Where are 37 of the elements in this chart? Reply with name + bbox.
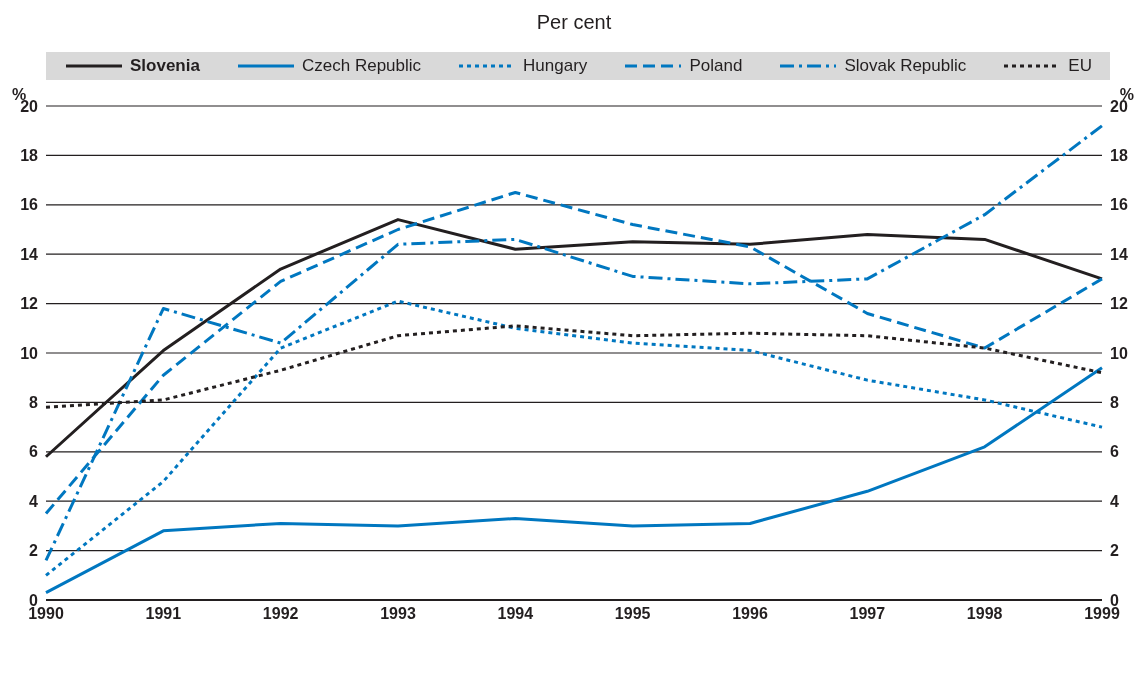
y-tick-label: 18 bbox=[20, 147, 39, 165]
y-tick-label: 4 bbox=[29, 492, 39, 510]
y2-tick-label: 2 bbox=[1110, 542, 1119, 560]
legend-label: Slovenia bbox=[130, 56, 200, 76]
y-tick-label: 16 bbox=[20, 196, 39, 214]
y2-tick-label: 18 bbox=[1110, 147, 1128, 165]
y2-tick-label: 6 bbox=[1110, 443, 1119, 461]
y-tick-label: 2 bbox=[29, 542, 39, 560]
legend-label: Hungary bbox=[523, 56, 588, 76]
x-tick-label: 1999 bbox=[1084, 605, 1120, 623]
line-series bbox=[44, 218, 1104, 459]
x-tick-label: 1993 bbox=[380, 605, 416, 623]
legend-label: Slovak Republic bbox=[844, 56, 967, 76]
x-tick-label: 1992 bbox=[262, 605, 299, 623]
legend-label: Czech Republic bbox=[301, 56, 422, 76]
y2-tick-label: 14 bbox=[1110, 245, 1128, 263]
x-tick-label: 1998 bbox=[966, 605, 1003, 623]
x-tick-label: 1994 bbox=[497, 605, 534, 623]
y2-tick-label: 16 bbox=[1110, 196, 1128, 214]
y-tick-label: 12 bbox=[20, 295, 39, 313]
y-tick-label: 8 bbox=[29, 394, 39, 412]
x-tick-label: 1997 bbox=[849, 605, 886, 623]
y-tick-label: 10 bbox=[20, 344, 39, 362]
y2-tick-label: 12 bbox=[1110, 295, 1128, 313]
y2-tick-label: 8 bbox=[1110, 394, 1119, 412]
legend-label: EU bbox=[1068, 56, 1092, 76]
y2-tick-label: 4 bbox=[1110, 492, 1119, 510]
line-series bbox=[44, 124, 1104, 562]
x-tick-label: 1996 bbox=[732, 605, 768, 623]
x-tick-label: 1995 bbox=[614, 605, 651, 623]
chart-subtitle: Per cent bbox=[535, 10, 613, 35]
legend-label: Poland bbox=[689, 56, 743, 76]
y2-tick-label: 10 bbox=[1110, 344, 1128, 362]
x-tick-label: 1991 bbox=[145, 605, 182, 623]
x-tick-label: 1990 bbox=[28, 605, 64, 623]
y-tick-label: 14 bbox=[20, 245, 39, 263]
y-tick-label: 6 bbox=[29, 443, 39, 461]
